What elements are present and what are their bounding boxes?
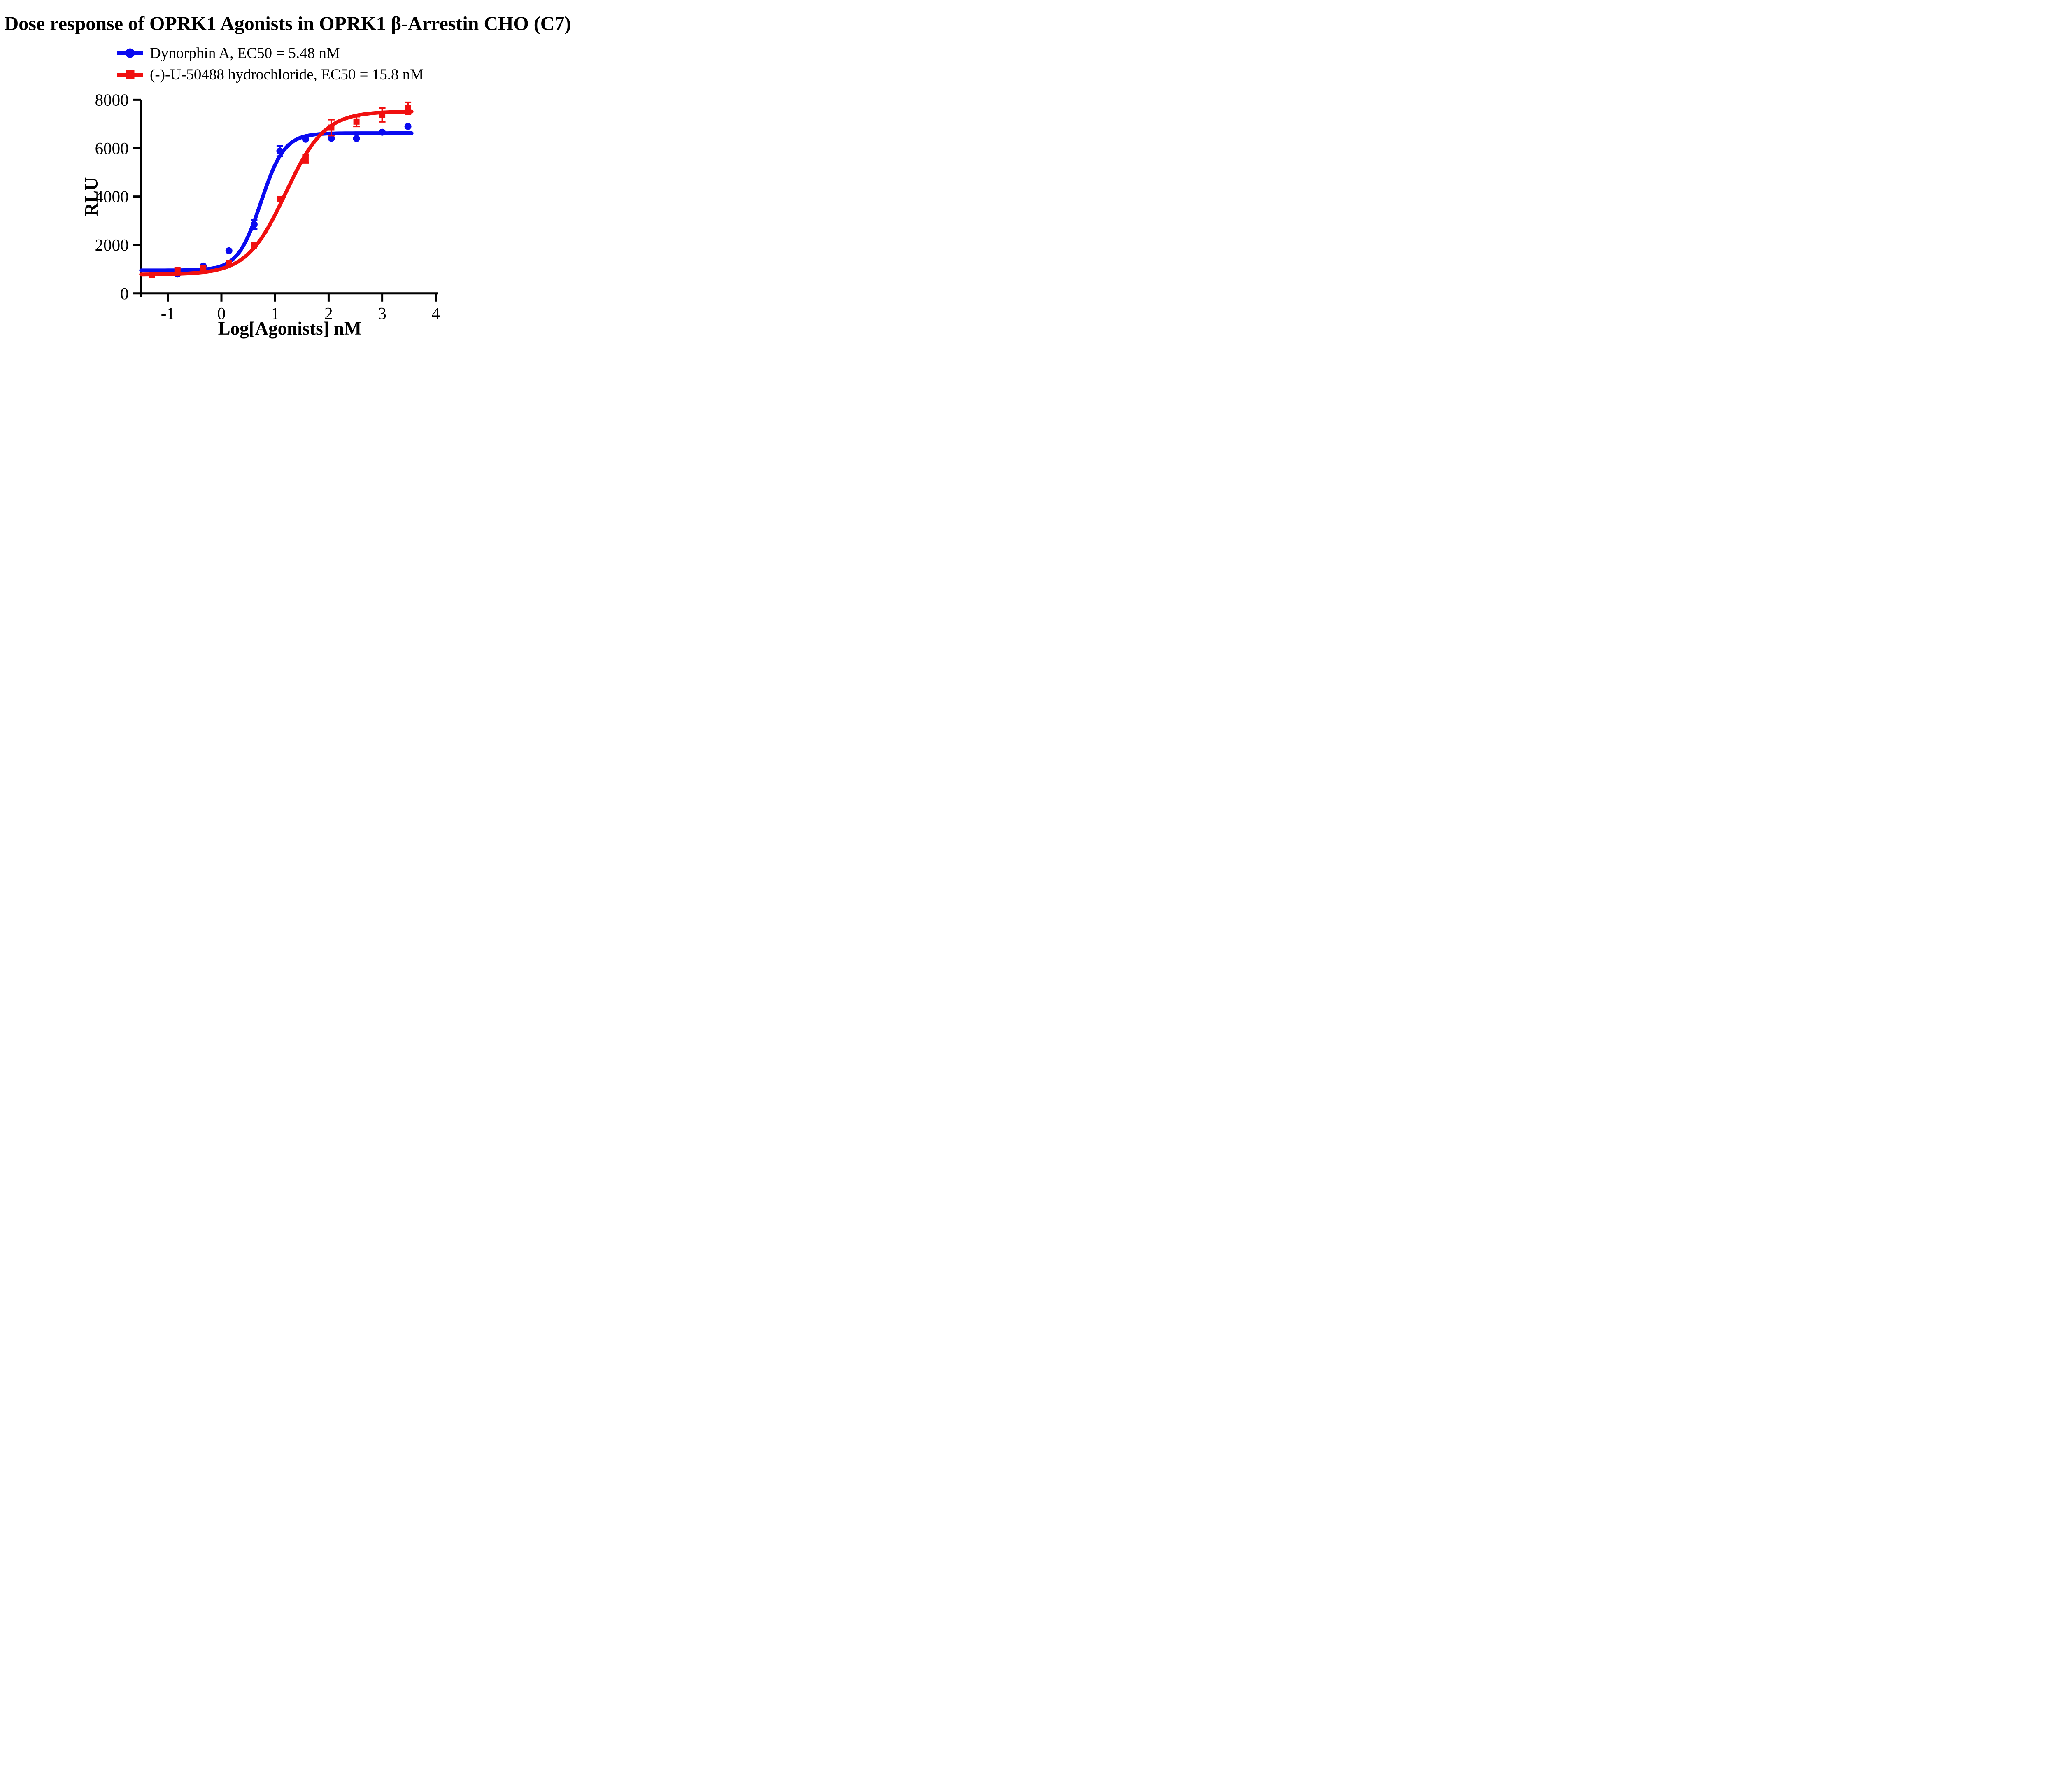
data-point-square <box>200 265 207 272</box>
y-tick-label: 6000 <box>95 139 129 158</box>
data-point-square <box>353 118 360 125</box>
data-point-square <box>328 124 335 131</box>
data-point-circle <box>250 221 258 228</box>
x-axis-title: Log[Agonists] nM <box>218 318 362 339</box>
legend-label-u50488: (-)-U-50488 hydrochloride, EC50 = 15.8 n… <box>150 66 424 83</box>
data-point-circle <box>379 128 386 136</box>
y-tick-label: 4000 <box>95 187 129 206</box>
square-marker-icon <box>126 70 135 79</box>
data-point-square <box>149 272 155 278</box>
data-point-circle <box>328 135 335 142</box>
dose-response-plot: 0 2000 4000 6000 8000 -1 0 1 2 3 4 <box>95 90 440 323</box>
x-tick-label: 3 <box>378 304 386 323</box>
page-title: Dose response of OPRK1 Agonists in OPRK1… <box>4 13 571 35</box>
curve-dynorphin-a <box>139 131 414 272</box>
x-tick-label: 2 <box>324 304 333 323</box>
data-point-square <box>379 112 386 118</box>
x-tick-label: 1 <box>271 304 279 323</box>
data-point-square <box>226 260 232 266</box>
curve--u-50488-hydrochloride <box>139 109 414 277</box>
x-tick-label: -1 <box>161 304 175 323</box>
data-point-square <box>302 156 309 162</box>
dose-response-figure: Dose response of OPRK1 Agonists in OPRK1… <box>0 0 575 358</box>
y-tick-label: 0 <box>120 284 129 303</box>
legend-item-dynorphin: Dynorphin A, EC50 = 5.48 nM <box>117 42 424 64</box>
data-point-square <box>174 267 181 273</box>
y-axis-title: RLU <box>81 177 102 216</box>
data-point-square <box>277 195 283 202</box>
y-tick-label: 2000 <box>95 235 129 254</box>
legend-marker-circle-icon <box>117 48 143 58</box>
y-tick-label: 8000 <box>95 90 129 109</box>
x-tick-label: 0 <box>217 304 226 323</box>
legend-label-dynorphin: Dynorphin A, EC50 = 5.48 nM <box>150 44 340 62</box>
data-point-circle <box>404 123 412 130</box>
legend-item-u50488: (-)-U-50488 hydrochloride, EC50 = 15.8 n… <box>117 64 424 85</box>
x-tick-label: 4 <box>432 304 440 323</box>
data-point-circle <box>353 135 360 142</box>
data-point-circle <box>225 247 233 254</box>
data-point-circle <box>302 135 309 143</box>
legend: Dynorphin A, EC50 = 5.48 nM (-)-U-50488 … <box>117 42 424 85</box>
data-point-square <box>405 105 411 112</box>
circle-marker-icon <box>125 48 135 58</box>
legend-marker-square-icon <box>117 69 143 80</box>
data-point-square <box>251 242 257 249</box>
data-point-circle <box>276 147 284 155</box>
